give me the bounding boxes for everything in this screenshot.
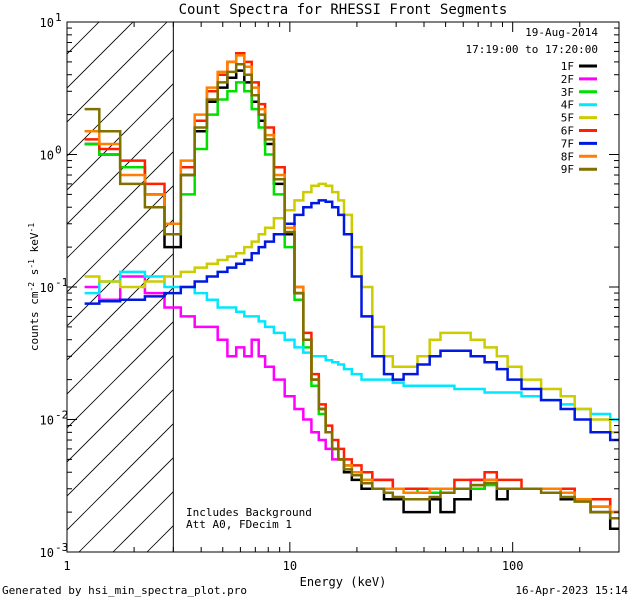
timestamp-footer: 16-Apr-2023 15:14 bbox=[515, 584, 628, 597]
legend-label-5F: 5F bbox=[561, 112, 574, 125]
hatch-line bbox=[67, 22, 100, 55]
y-tick-exponent: -3 bbox=[55, 541, 68, 554]
legend-label-9F: 9F bbox=[561, 163, 574, 176]
hatch-line bbox=[67, 151, 174, 259]
hatch-line bbox=[249, 0, 640, 552]
annotation-background: Includes Background bbox=[186, 506, 312, 519]
hatch-line bbox=[215, 0, 640, 552]
legend-label-2F: 2F bbox=[561, 73, 574, 86]
hatch-line bbox=[67, 423, 174, 531]
y-label-part: -2 bbox=[27, 282, 36, 292]
annotation-attenuator: Att A0, FDecim 1 bbox=[186, 518, 292, 531]
x-tick-label: 1 bbox=[63, 559, 70, 573]
hatch-line bbox=[67, 389, 174, 497]
chart-title: Count Spectra for RHESSI Front Segments bbox=[179, 2, 508, 18]
y-label-part: keV bbox=[28, 232, 41, 259]
y-tick-exponent: -2 bbox=[55, 409, 68, 422]
date-label: 19-Aug-2014 bbox=[525, 26, 598, 39]
hatch-line bbox=[67, 22, 134, 89]
x-tick-label: 10 bbox=[283, 559, 297, 573]
y-label-part: counts cm bbox=[28, 291, 41, 351]
y-tick-label: 10 bbox=[40, 16, 54, 30]
y-tick-exponent: 0 bbox=[55, 144, 62, 157]
y-tick-label: 10 bbox=[40, 414, 54, 428]
legend-label-3F: 3F bbox=[561, 86, 574, 99]
series-lines bbox=[84, 52, 619, 530]
hatch-line bbox=[67, 49, 174, 157]
y-label-part: s bbox=[28, 269, 41, 282]
hatch-line bbox=[67, 355, 174, 463]
legend-label-8F: 8F bbox=[561, 150, 574, 163]
legend-label-1F: 1F bbox=[561, 60, 574, 73]
series-4F bbox=[84, 270, 619, 421]
hatch-line bbox=[67, 219, 174, 327]
y-tick-exponent: -1 bbox=[55, 276, 68, 289]
y-label-part: -1 bbox=[27, 259, 36, 269]
time-range-label: 17:19:00 to 17:20:00 bbox=[466, 43, 598, 56]
x-axis-label: Energy (keV) bbox=[300, 575, 387, 589]
x-axis-ticks: 1 10 100 bbox=[63, 22, 620, 573]
legend-label-6F: 6F bbox=[561, 125, 574, 138]
hatch-line bbox=[67, 22, 168, 123]
header-info: 19-Aug-2014 17:19:00 to 17:20:00 bbox=[466, 26, 599, 56]
y-tick-label: 10 bbox=[40, 546, 54, 560]
y-axis-label: counts cm-2 s-1 keV-1 bbox=[27, 223, 41, 351]
hatch-line bbox=[351, 0, 640, 552]
hatch-line bbox=[67, 185, 174, 293]
y-tick-label: 10 bbox=[40, 149, 54, 163]
hatch-line bbox=[283, 0, 640, 552]
hatch-line bbox=[317, 0, 640, 552]
series-5F bbox=[84, 182, 619, 434]
annotations: Includes Background Att A0, FDecim 1 bbox=[186, 506, 312, 531]
generated-by-footer: Generated by hsi_min_spectra_plot.pro bbox=[2, 584, 247, 597]
series-7F bbox=[84, 199, 619, 442]
y-tick-label: 10 bbox=[40, 281, 54, 295]
legend-label-7F: 7F bbox=[561, 137, 574, 150]
y-label-part: -1 bbox=[27, 223, 36, 233]
y-tick-exponent: 1 bbox=[55, 11, 62, 24]
series-9F bbox=[84, 62, 619, 520]
legend-label-4F: 4F bbox=[561, 99, 574, 112]
hatch-line bbox=[67, 321, 174, 429]
x-tick-label: 100 bbox=[502, 559, 524, 573]
